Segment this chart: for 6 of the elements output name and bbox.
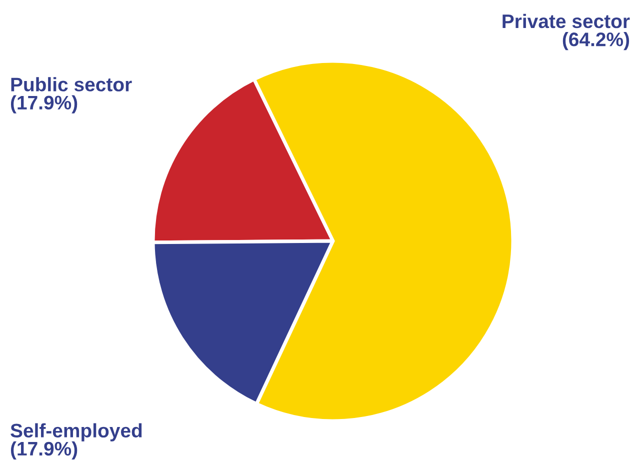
data-label: (64.2%) <box>562 32 630 50</box>
slice-label: Private sector <box>502 14 630 28</box>
slice-label: Public sector <box>11 77 132 92</box>
slice-label: Self-employed <box>10 423 142 442</box>
data-label: (17.9%) <box>10 441 78 460</box>
data-label: (17.9%) <box>10 95 78 114</box>
